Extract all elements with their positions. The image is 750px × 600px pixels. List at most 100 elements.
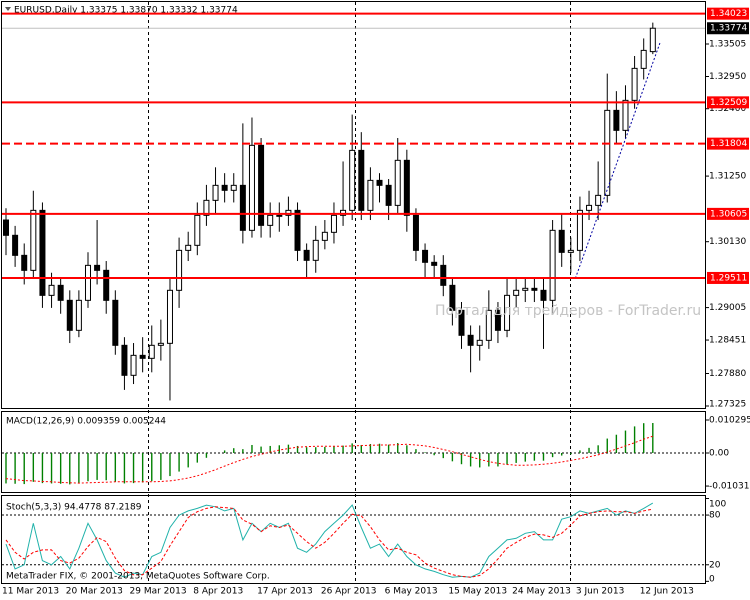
candle-body [349,149,356,211]
candle-body [412,214,419,251]
candle-body [522,287,529,291]
candle-body [531,287,538,291]
candle-body [148,344,155,359]
candle-body [157,342,164,346]
chart-title: EURUSD,Daily 1.33375 1.33870 1.33332 1.3… [14,6,238,16]
candle-body [285,209,292,216]
trendline [574,42,661,279]
x-tick-label: 20 Mar 2013 [66,587,123,597]
y-tick-label: 1.27880 [709,369,746,379]
candle-body [212,184,219,201]
level-label-box [707,7,749,20]
main-panel [1,1,706,409]
y-tick-label: 1.33505 [709,40,746,50]
candle-body [431,261,438,266]
candle-body [504,294,511,331]
candle-body [303,249,310,261]
watermark: Портал для трейдеров - ForTrader.ru [435,303,701,319]
x-tick-label: 29 Mar 2013 [130,587,187,597]
candle-body [294,209,301,251]
level-label-box [707,96,749,109]
level-label-box [707,137,749,150]
current-price-box [707,22,749,35]
candle-body [230,184,237,191]
stoch-main [5,502,654,578]
candle-body [558,229,565,253]
level-label: 1.34023 [710,9,747,19]
y-tick-label: 1.29005 [709,303,746,313]
candle-body [622,99,629,131]
candle-body [613,109,620,131]
candle-body [185,244,192,251]
candle-body [66,299,73,331]
candle-body [586,204,593,211]
candle-body [394,159,401,206]
candle-body [567,249,574,253]
candle-body [513,289,520,296]
y-tick-label: 20 [709,560,721,570]
candle-body [130,354,137,376]
candle-body [358,149,365,211]
copyright: MetaTrader FIX, © 2001-2013, MetaQuotes … [6,572,270,582]
candle-body [103,269,110,301]
stoch-signal [5,506,653,578]
candle-body [576,209,583,251]
candle-body [467,334,474,346]
candle-body [121,344,128,376]
candle-body [458,309,465,336]
candle-body [75,299,82,331]
candle-body [604,109,611,196]
macd-title: MACD(12,26,9) 0.009359 0.005244 [6,417,166,427]
candle-body [194,214,201,246]
candle-body [312,239,319,261]
candle-body [440,264,447,286]
candle-body [39,209,46,296]
candle-body [649,27,656,53]
y-tick-label: 0.00 [709,448,729,458]
candle-body [21,254,28,271]
candle-body [321,231,328,241]
candle-body [48,284,55,296]
current-price-label: 1.33774 [710,24,747,34]
y-tick-label: 1.31250 [709,172,746,182]
level-label-box [707,207,749,220]
y-tick-label: 1.32950 [709,72,746,82]
candle-body [239,184,246,231]
candle-body [640,49,647,69]
candle-body [3,219,9,236]
candle-body [485,309,492,341]
y-tick-label: 0 [709,575,715,585]
y-tick-label: -0.010315 [709,482,750,492]
x-tick-label: 3 Jun 2013 [576,587,624,597]
candle-body [476,339,483,346]
candle-body [494,309,501,331]
macd-panel [1,411,706,493]
candle-body [94,264,101,271]
x-tick-label: 17 Apr 2013 [257,587,313,597]
x-tick-label: 15 May 2013 [448,587,507,597]
y-tick-label: 1.30130 [709,237,746,247]
candle-body [376,179,383,186]
candle-body [367,179,374,211]
x-tick-label: 12 Jun 2013 [640,587,694,597]
symbol-icon [5,7,11,11]
candle-body [549,229,556,301]
y-tick-label: 1.28451 [709,336,746,346]
candle-body [139,354,146,359]
y-tick-label: 80 [709,511,721,521]
candle-body [30,209,37,271]
candle-body [57,284,64,301]
x-tick-label: 6 May 2013 [385,587,438,597]
x-tick-label: 11 Mar 2013 [2,587,59,597]
candle-body [166,289,173,344]
candle-body [340,209,347,216]
x-tick-label: 8 Apr 2013 [193,587,243,597]
candle-body [258,144,265,226]
candle-body [176,249,183,291]
y-tick-label: 1.27325 [709,400,746,410]
y-tick-label: 100 [709,500,726,510]
level-label: 1.29511 [710,273,747,283]
level-label: 1.31804 [710,139,747,149]
candle-body [595,194,602,206]
